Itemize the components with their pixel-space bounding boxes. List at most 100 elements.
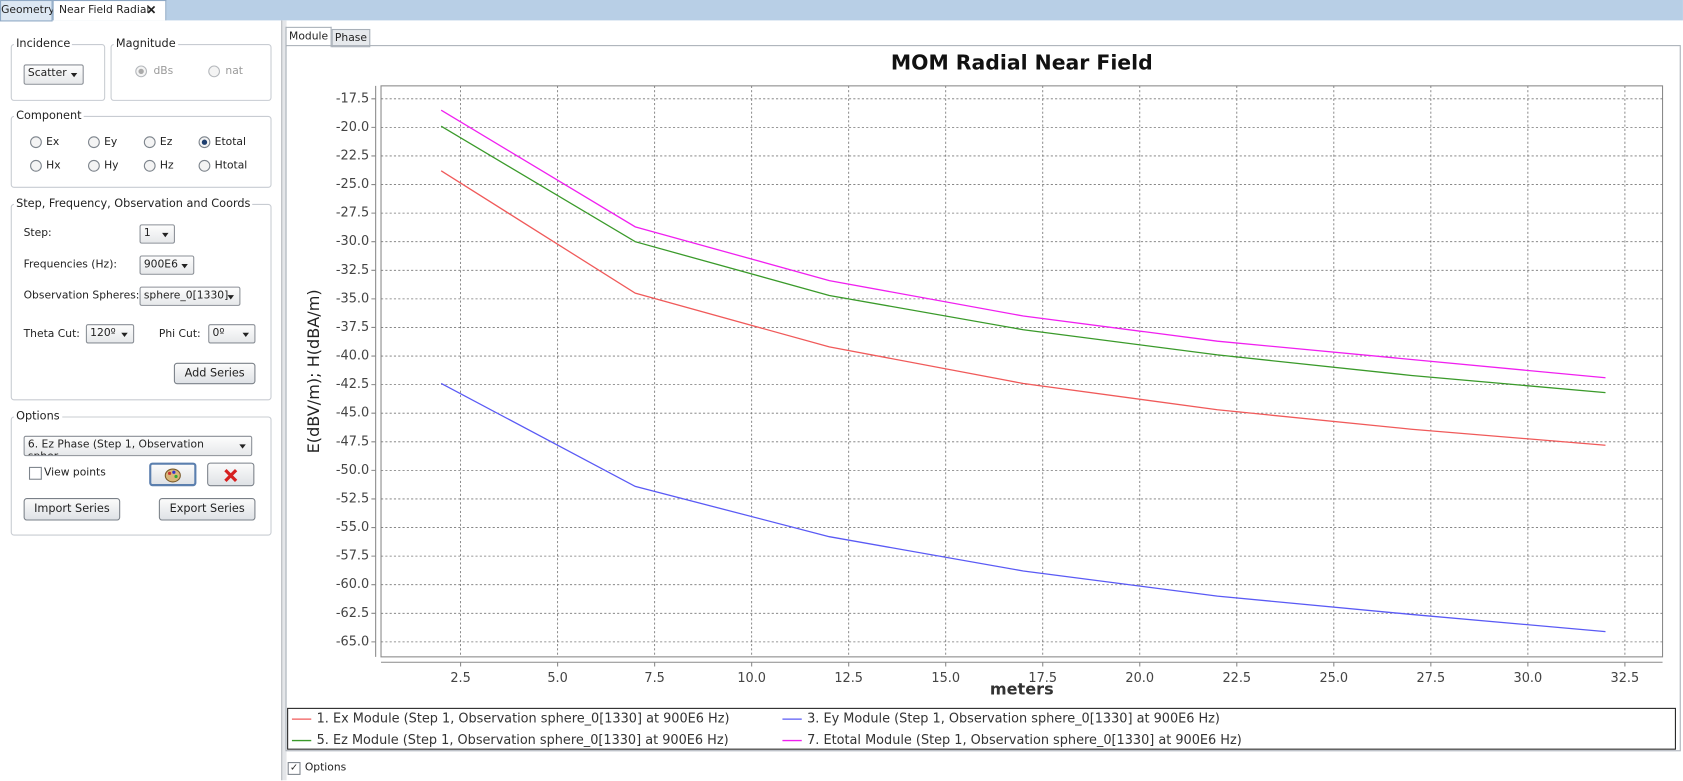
radio-label: Ey: [104, 136, 118, 149]
legend-box: [287, 707, 1676, 750]
radio-label: Ez: [159, 136, 173, 149]
field-label: Theta Cut:: [23, 328, 80, 341]
y-tick-label: -57.5: [336, 549, 369, 564]
radio-label: Htotal: [214, 159, 248, 172]
y-tick-label: -32.5: [336, 263, 369, 278]
tab-bar: [0, 0, 1683, 21]
radio-label: Hx: [46, 159, 61, 172]
radio-label: Etotal: [214, 136, 246, 149]
tab-selected[interactable]: Near Field Radial: [52, 0, 167, 21]
y-tick-label: -65.0: [336, 634, 369, 649]
chart-panel: [285, 45, 1681, 752]
chart: MOM Radial Near Field 2.5 5.0 7.5 10.0 12.5 15…: [287, 50, 1676, 750]
series-line: [440, 125, 1606, 394]
palette-icon: [164, 468, 181, 483]
y-tick-label: -22.5: [336, 148, 369, 163]
y-tick-label: -30.0: [336, 234, 369, 249]
tab-label: Near Field Radial: [59, 4, 150, 17]
frequency-select[interactable]: 900E6: [139, 255, 195, 275]
field-label: Observation Spheres:: [23, 289, 140, 302]
checkbox-label: View points: [44, 466, 106, 479]
x-tick-label: 12.5: [834, 671, 863, 686]
magnitude-group: [110, 44, 272, 101]
group-title: Options: [13, 410, 62, 423]
theta-select[interactable]: 120º: [85, 324, 135, 344]
palette-button[interactable]: [149, 462, 197, 487]
y-tick-label: -17.5: [336, 91, 369, 106]
x-tick-label: 25.0: [1319, 671, 1348, 686]
field-label: Step:: [23, 227, 52, 240]
x-axis-label: meters: [990, 680, 1054, 699]
splitter[interactable]: [281, 20, 287, 781]
y-tick-label: -40.0: [336, 349, 369, 364]
y-tick-label: -35.0: [336, 291, 369, 306]
x-tick-label: 7.5: [644, 671, 664, 686]
import-button[interactable]: Import Series: [23, 498, 121, 521]
close-icon[interactable]: [147, 5, 156, 14]
y-tick-label: -62.5: [336, 606, 369, 621]
x-tick-label: 32.5: [1611, 671, 1640, 686]
y-tick-label: -37.5: [336, 320, 369, 335]
step-select[interactable]: 1: [139, 224, 175, 244]
checkbox[interactable]: ✓: [287, 762, 301, 775]
legend-label: 5. Ez Module (Step 1, Observation sphere…: [317, 733, 729, 748]
radio[interactable]: [143, 159, 156, 172]
component-group: [10, 115, 272, 188]
radio[interactable]: [30, 136, 42, 149]
legend-label: 1. Ex Module (Step 1, Observation sphere…: [317, 712, 730, 727]
y-tick-label: -55.0: [336, 520, 369, 535]
legend-label: 3. Ey Module (Step 1, Observation sphere…: [807, 712, 1220, 727]
x-tick-label: 5.0: [547, 671, 567, 686]
x-tick-label: 15.0: [931, 671, 960, 686]
checkbox-label: Options: [304, 762, 347, 774]
observation-select[interactable]: sphere_0[1330]: [139, 286, 241, 306]
delete-button[interactable]: [207, 462, 255, 487]
options-group: [10, 416, 272, 536]
radio-label: Ex: [46, 136, 60, 149]
series-select[interactable]: 6. Ez Phase (Step 1, Observation spher..…: [23, 435, 253, 457]
incidence-select[interactable]: Scatter: [23, 64, 84, 85]
radio[interactable]: [143, 136, 156, 149]
radio[interactable]: [208, 65, 221, 78]
radio-label: Hy: [104, 159, 119, 172]
radio[interactable]: [88, 136, 100, 149]
y-tick-label: -27.5: [336, 206, 369, 221]
series-line: [440, 382, 1606, 633]
tab[interactable]: Geometry: [0, 0, 55, 22]
chart-title: MOM Radial Near Field: [891, 50, 1153, 74]
export-button[interactable]: Export Series: [158, 498, 256, 521]
legend-label: 7. Etotal Module (Step 1, Observation sp…: [807, 733, 1242, 748]
y-tick-label: -25.0: [336, 177, 369, 192]
x-tick-label: 2.5: [450, 671, 470, 686]
checkbox[interactable]: [28, 466, 42, 480]
group-title: Incidence: [13, 37, 73, 51]
y-axis-label: E(dBV/m); H(dBA/m): [304, 289, 323, 453]
radio[interactable]: [135, 65, 148, 78]
phi-select[interactable]: 0º: [208, 324, 256, 344]
radio-label: nat: [225, 65, 243, 78]
x-tick-label: 22.5: [1222, 671, 1251, 686]
field-label: Phi Cut:: [158, 328, 201, 341]
field-label: Frequencies (Hz):: [23, 258, 118, 271]
x-tick-label: 20.0: [1125, 671, 1154, 686]
radio-label: Hz: [159, 159, 174, 172]
radio[interactable]: [30, 159, 42, 172]
y-tick-label: -52.5: [336, 491, 369, 506]
chart-tab-selected[interactable]: Module: [285, 26, 332, 48]
series-line: [440, 170, 1606, 446]
chart-tab[interactable]: Phase: [331, 28, 371, 48]
y-tick-label: -20.0: [336, 120, 369, 135]
add-series-button[interactable]: Add Series: [173, 362, 256, 385]
radio[interactable]: [88, 159, 100, 172]
radio[interactable]: [198, 159, 211, 172]
group-title: Magnitude: [113, 37, 178, 51]
series-line: [440, 109, 1606, 379]
plot-area: [380, 85, 1664, 658]
x-tick-label: 10.0: [737, 671, 766, 686]
x-tick-label: 17.5: [1028, 671, 1057, 686]
x-tick-label: 27.5: [1417, 671, 1446, 686]
y-tick-label: -50.0: [336, 463, 369, 478]
radio[interactable]: [198, 136, 211, 149]
